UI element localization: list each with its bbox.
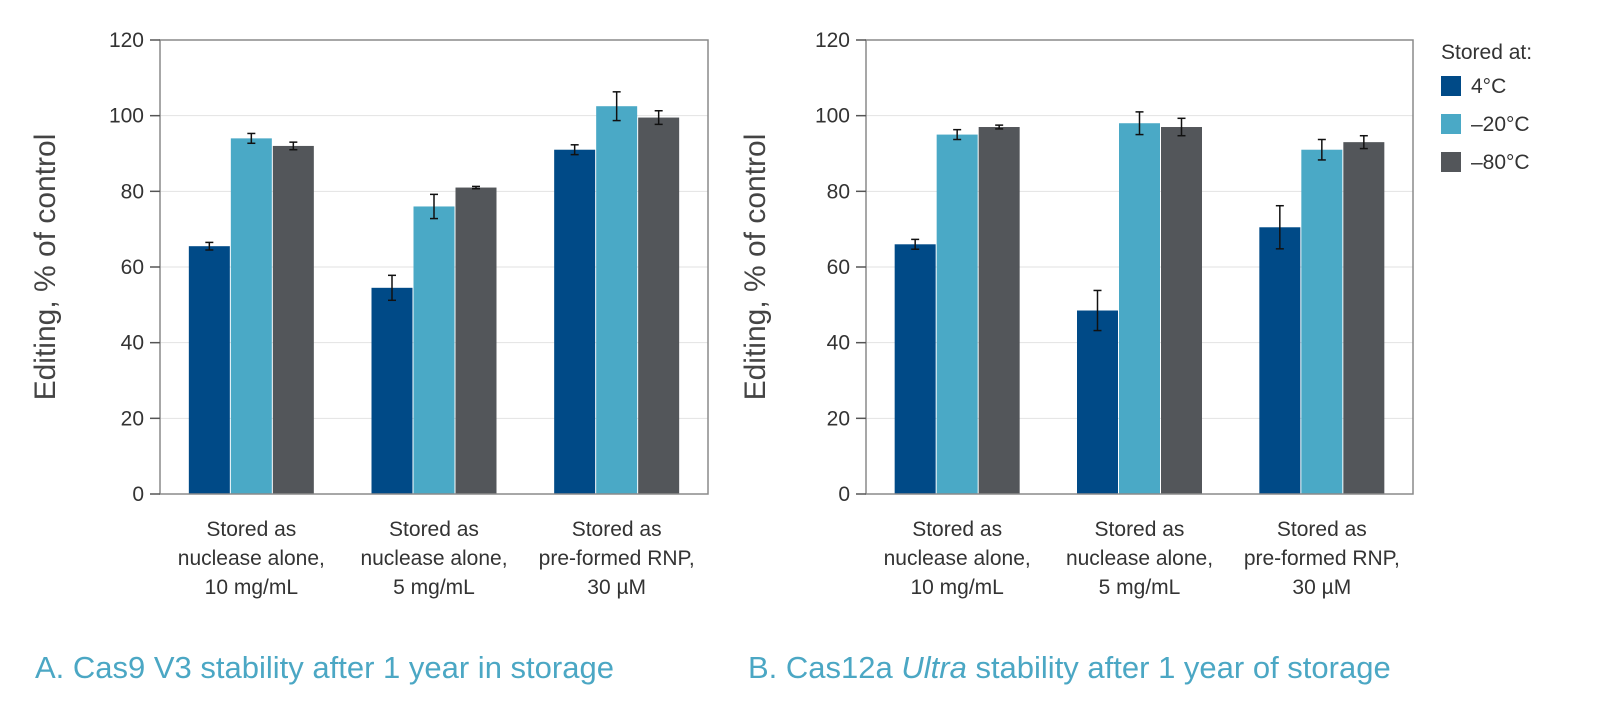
legend-swatch <box>1441 114 1461 134</box>
bar <box>936 134 978 495</box>
error-bar <box>612 91 621 122</box>
x-category-label: Stored as pre-formed RNP, 30 µM <box>1244 518 1400 599</box>
legend-item-label: –20°C <box>1471 113 1530 136</box>
error-bar <box>205 241 214 251</box>
legend-item-label: –80°C <box>1471 151 1530 174</box>
y-tick-label: 60 <box>827 256 850 279</box>
x-category-label: Stored as pre-formed RNP, 30 µM <box>539 518 695 599</box>
y-tick-label: 100 <box>815 105 850 128</box>
bar <box>1077 310 1118 494</box>
bar <box>1119 123 1160 494</box>
y-axis-label: Editing, % of control <box>739 134 772 401</box>
bar <box>188 246 230 494</box>
y-tick-label: 20 <box>827 407 850 430</box>
chart-panel-a: 0 20 40 60 80 100 120 Editing, % of control Stor… <box>29 29 709 685</box>
x-category-label: Stored as nuclease alone, 5 mg/mL <box>1066 518 1213 599</box>
error-bar <box>247 132 256 145</box>
bar <box>455 187 497 495</box>
error-bar <box>289 141 298 151</box>
error-bar <box>995 124 1004 130</box>
error-bar <box>1317 138 1326 161</box>
chart-caption: B. Cas12a Ultra stability after 1 year o… <box>748 650 1391 685</box>
y-tick-label: 120 <box>815 29 850 52</box>
error-bar <box>1135 111 1144 136</box>
error-bar <box>1359 134 1368 150</box>
bar <box>1301 149 1343 494</box>
bar <box>371 287 413 494</box>
y-tick-label: 0 <box>838 483 850 506</box>
legend-item-label: 4°C <box>1471 75 1506 98</box>
y-tick-label: 60 <box>121 256 144 279</box>
y-tick-label: 80 <box>827 180 850 203</box>
error-bar <box>430 193 438 220</box>
y-tick-label: 80 <box>121 180 144 203</box>
legend-swatch <box>1441 76 1461 96</box>
bar <box>413 206 455 494</box>
bar <box>894 244 936 494</box>
y-tick-label: 40 <box>121 332 144 355</box>
y-axis-label: Editing, % of control <box>29 134 62 401</box>
bar <box>1161 127 1202 495</box>
error-bar <box>388 274 396 302</box>
x-category-label: Stored as nuclease alone, 5 mg/mL <box>360 518 507 599</box>
legend: Stored at: 4°C –20°C –80°C <box>1441 41 1532 174</box>
chart-panel-b: 0 20 40 60 80 100 120 Editing, % of control Stor… <box>739 29 1414 685</box>
y-tick-label: 120 <box>109 29 144 52</box>
legend-title: Stored at: <box>1441 41 1532 64</box>
error-bar <box>1275 204 1284 250</box>
bar <box>1259 227 1301 494</box>
y-tick-label: 40 <box>827 332 850 355</box>
error-bar <box>1177 117 1186 137</box>
chart-caption: A. Cas9 V3 stability after 1 year in sto… <box>35 650 614 685</box>
y-tick-label: 0 <box>132 483 144 506</box>
bar <box>638 117 680 494</box>
error-bar <box>654 109 663 126</box>
bar <box>978 127 1020 495</box>
error-bar <box>911 238 920 250</box>
y-tick-label: 100 <box>109 105 144 128</box>
bar <box>554 149 596 494</box>
error-bar <box>570 144 579 156</box>
bar <box>596 106 638 494</box>
error-bar <box>1093 289 1102 332</box>
error-bar <box>472 185 480 190</box>
bar <box>272 145 314 494</box>
y-tick-label: 20 <box>121 407 144 430</box>
error-bar <box>953 128 962 141</box>
legend-swatch <box>1441 152 1461 172</box>
bar <box>1343 142 1385 494</box>
x-category-label: Stored as nuclease alone, 10 mg/mL <box>884 518 1031 599</box>
bar <box>230 138 272 494</box>
x-category-label: Stored as nuclease alone, 10 mg/mL <box>178 518 325 599</box>
